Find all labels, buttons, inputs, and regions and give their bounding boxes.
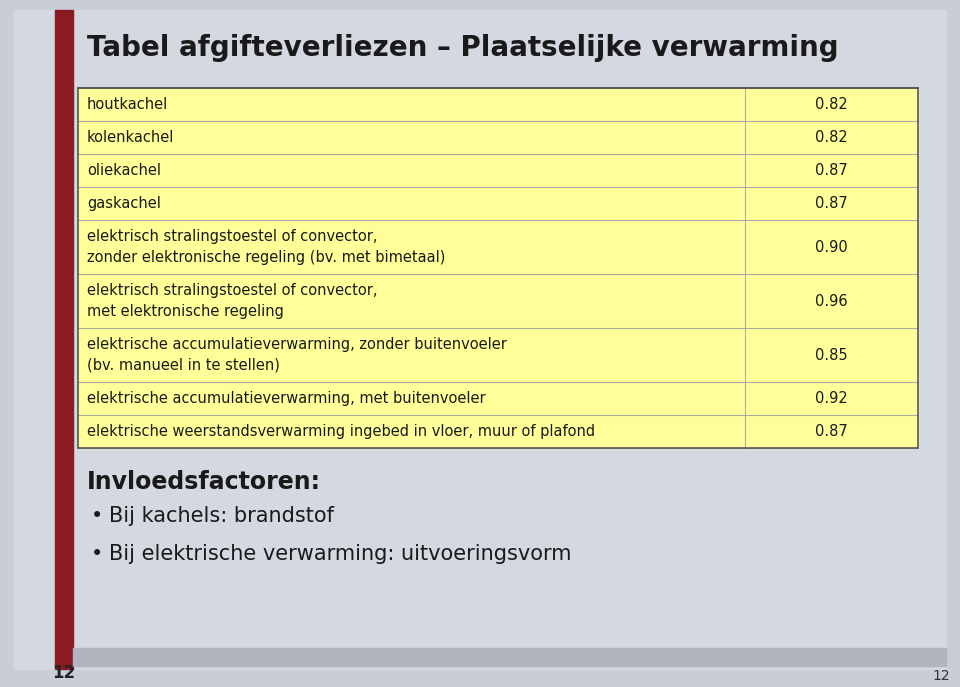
Text: Bij kachels: brandstof: Bij kachels: brandstof [109,506,334,526]
Text: oliekachel: oliekachel [87,163,161,178]
Text: 12: 12 [932,669,950,683]
Text: houtkachel: houtkachel [87,97,168,112]
Bar [55,10,73,669]
Text: elektrisch stralingstoestel of convector,
met elektronische regeling: elektrisch stralingstoestel of convector… [87,283,377,319]
Text: 12: 12 [53,664,76,682]
Text: 0.90: 0.90 [815,240,848,254]
Text: gaskachel: gaskachel [87,196,161,211]
Text: 0.87: 0.87 [815,163,848,178]
Bar [78,88,918,448]
Text: •: • [91,544,103,564]
Text: Invloedsfactoren:: Invloedsfactoren: [87,470,321,494]
Text: Tabel afgifteverliezen – Plaatselijke verwarming: Tabel afgifteverliezen – Plaatselijke ve… [87,34,839,62]
Text: kolenkachel: kolenkachel [87,130,175,145]
Text: elektrische weerstandsverwarming ingebed in vloer, muur of plafond: elektrische weerstandsverwarming ingebed… [87,424,595,439]
Text: 0.92: 0.92 [815,391,848,406]
Text: •: • [91,506,103,526]
Text: 0.87: 0.87 [815,424,848,439]
Bar [78,88,918,448]
Bar [73,648,946,666]
Text: 0.82: 0.82 [815,130,848,145]
Text: 0.85: 0.85 [815,348,848,363]
Text: 0.87: 0.87 [815,196,848,211]
Text: elektrische accumulatieverwarming, met buitenvoeler: elektrische accumulatieverwarming, met b… [87,391,486,406]
Text: 0.96: 0.96 [815,293,848,308]
Text: 0.82: 0.82 [815,97,848,112]
Text: elektrisch stralingstoestel of convector,
zonder elektronische regeling (bv. met: elektrisch stralingstoestel of convector… [87,229,445,265]
Text: Bij elektrische verwarming: uitvoeringsvorm: Bij elektrische verwarming: uitvoeringsv… [109,544,571,564]
Text: elektrische accumulatieverwarming, zonder buitenvoeler
(bv. manueel in te stelle: elektrische accumulatieverwarming, zonde… [87,337,507,373]
